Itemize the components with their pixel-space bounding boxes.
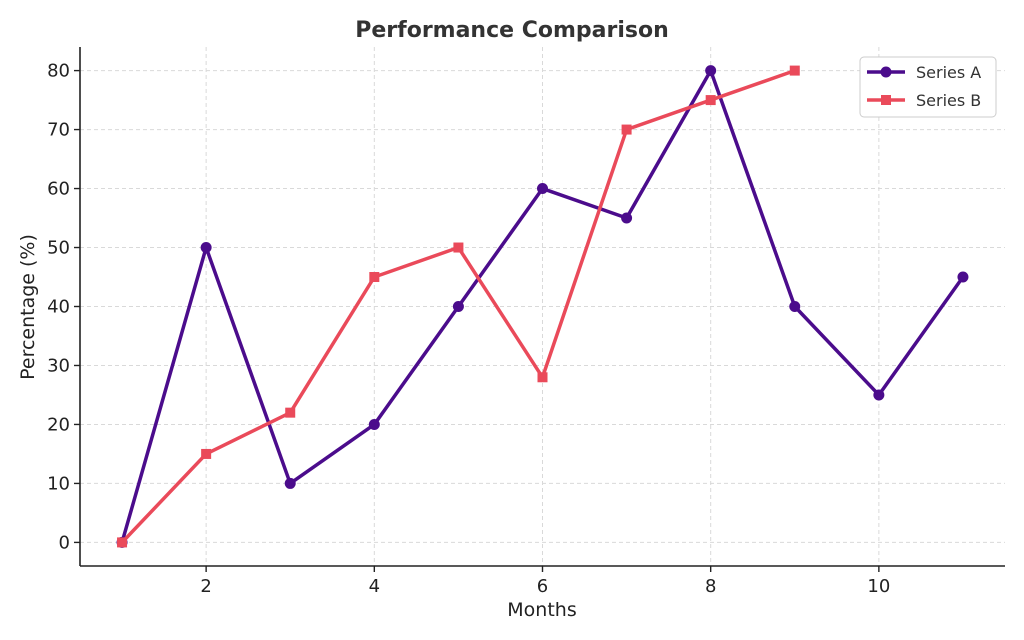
data-point [200, 242, 212, 254]
data-point [368, 418, 380, 430]
grid [80, 47, 1005, 566]
data-point [452, 301, 464, 312]
legend-marker [880, 66, 892, 78]
data-point [705, 65, 717, 77]
data-point [621, 212, 633, 224]
y-tick-label: 40 [47, 297, 70, 318]
legend-label: Series A [916, 63, 981, 82]
data-point [621, 124, 632, 135]
ticks: 0 10 20 30 40 50 60 70 80 2 4 6 8 10 [47, 61, 890, 597]
legend: Series A Series B [859, 56, 997, 118]
data-point [705, 95, 716, 106]
x-tick-label: 6 [537, 576, 548, 597]
y-tick-label: 50 [47, 238, 70, 259]
x-axis-title: Months [507, 599, 576, 621]
chart-title: Performance Comparison [355, 18, 669, 43]
data-point [537, 372, 548, 383]
data-point [957, 271, 969, 283]
series-layer [116, 65, 969, 548]
y-tick-label: 0 [59, 532, 70, 553]
data-point [873, 389, 885, 401]
data-point [285, 407, 296, 418]
data-point [117, 537, 128, 548]
legend-marker [881, 95, 891, 105]
legend-item: Series B [867, 91, 981, 110]
data-point [453, 242, 464, 253]
data-point [284, 477, 296, 489]
data-point [537, 183, 548, 195]
data-point [789, 301, 801, 312]
legend-item: Series A [867, 63, 981, 82]
y-tick-label: 30 [47, 355, 70, 376]
x-tick-label: 8 [705, 576, 716, 597]
y-axis-title: Percentage (%) [17, 234, 39, 380]
y-tick-label: 70 [47, 120, 70, 141]
series-b [117, 65, 800, 548]
y-tick-label: 20 [47, 414, 70, 435]
data-point [201, 448, 212, 459]
x-tick-label: 10 [867, 576, 890, 597]
legend-label: Series B [916, 91, 981, 110]
data-point [789, 65, 800, 76]
y-tick-label: 80 [47, 61, 70, 82]
data-point [369, 272, 380, 283]
y-tick-label: 10 [47, 473, 70, 494]
x-tick-label: 2 [200, 576, 211, 597]
x-tick-label: 4 [369, 576, 380, 597]
y-tick-label: 60 [47, 179, 70, 200]
